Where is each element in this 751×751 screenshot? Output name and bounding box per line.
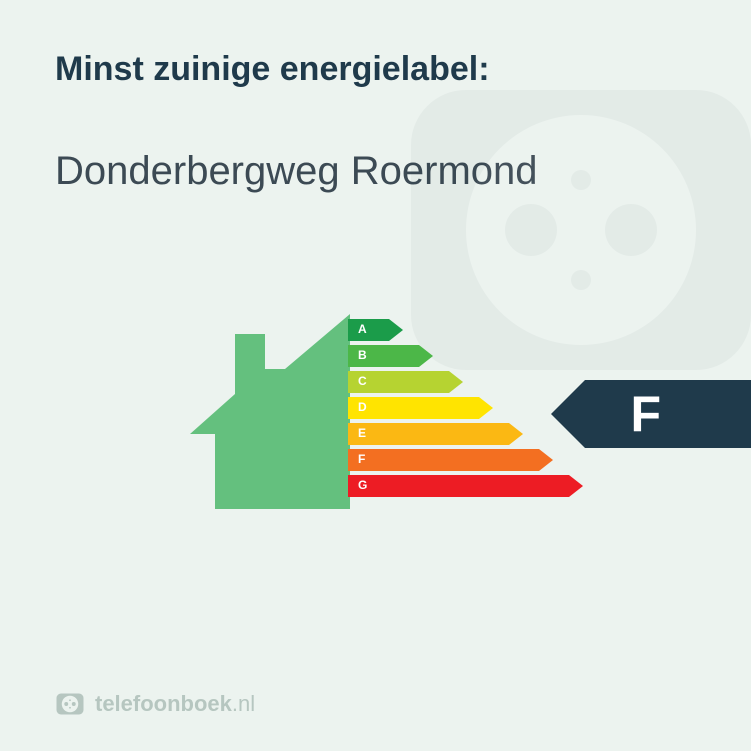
footer-text: telefoonboek.nl xyxy=(95,691,255,717)
footer-logo-icon xyxy=(55,689,85,719)
selected-letter: F xyxy=(630,385,661,443)
energy-bar: D xyxy=(348,397,583,419)
footer: telefoonboek.nl xyxy=(55,689,255,719)
energy-bar-label: E xyxy=(358,426,366,440)
energy-bar: F xyxy=(348,449,583,471)
energy-bar: A xyxy=(348,319,583,341)
house-icon xyxy=(190,314,350,509)
energy-bar: B xyxy=(348,345,583,367)
energy-bar-label: G xyxy=(358,478,367,492)
energy-bar-label: F xyxy=(358,452,365,466)
footer-text-bold: telefoonboek xyxy=(95,691,232,716)
energy-bar-label: A xyxy=(358,322,367,336)
energy-bar: G xyxy=(348,475,583,497)
energy-bar-label: C xyxy=(358,374,367,388)
energy-bar-label: B xyxy=(358,348,367,362)
energy-bar: C xyxy=(348,371,583,393)
energy-bar: E xyxy=(348,423,583,445)
footer-text-rest: .nl xyxy=(232,691,255,716)
card-title: Minst zuinige energielabel: xyxy=(55,50,696,89)
energy-bars: ABCDEFG xyxy=(348,319,583,501)
card-subtitle: Donderbergweg Roermond xyxy=(55,149,696,194)
energy-bar-label: D xyxy=(358,400,367,414)
info-card: Minst zuinige energielabel: Donderbergwe… xyxy=(0,0,751,751)
